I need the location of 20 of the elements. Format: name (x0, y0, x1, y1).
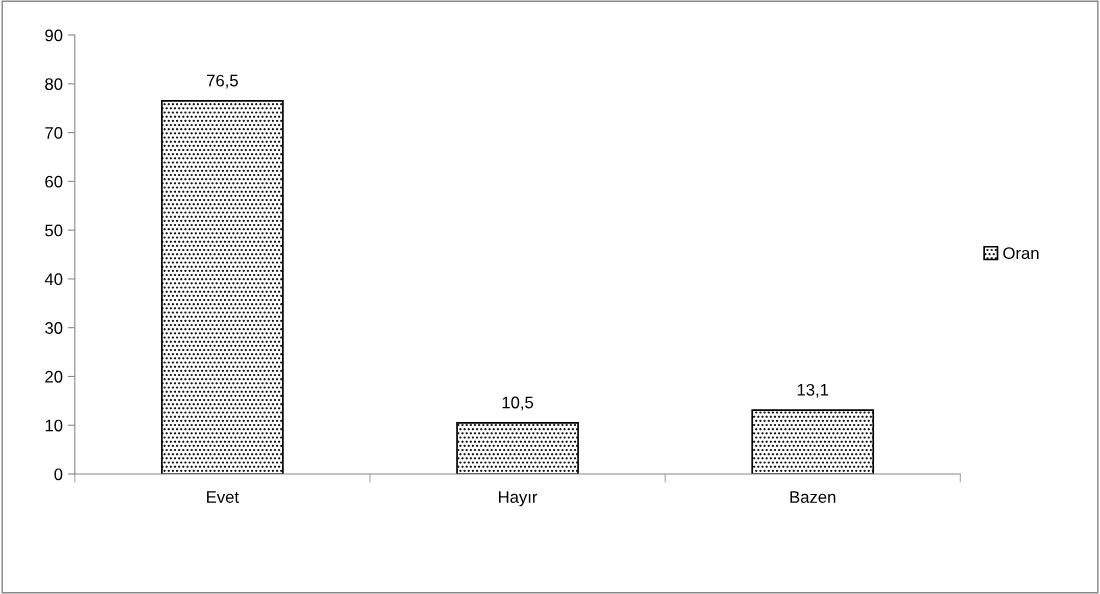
y-tick-label: 40 (44, 273, 63, 286)
data-label: 76,5 (207, 74, 238, 89)
y-tick-label: 70 (45, 127, 63, 139)
legend-label: Oran (1003, 247, 1039, 260)
y-tick-label: 90 (45, 29, 63, 42)
y-tick-label: 50 (45, 224, 63, 237)
y-tick-label: 20 (45, 370, 63, 383)
y-tick-label: 60 (45, 175, 63, 188)
y-tick-label: 0 (54, 468, 63, 481)
x-tick-label: Evet (207, 491, 239, 503)
bar (456, 421, 579, 475)
y-tick-label: 10 (45, 419, 63, 432)
x-tick-label: Hayır (499, 491, 538, 507)
x-tick-label: Bazen (790, 491, 836, 503)
bar (751, 409, 875, 475)
y-tick-label: 30 (45, 322, 63, 334)
y-tick-label: 80 (45, 78, 63, 91)
bar (161, 100, 284, 475)
data-label: 10,5 (502, 396, 534, 411)
data-label: 13,1 (797, 383, 829, 398)
